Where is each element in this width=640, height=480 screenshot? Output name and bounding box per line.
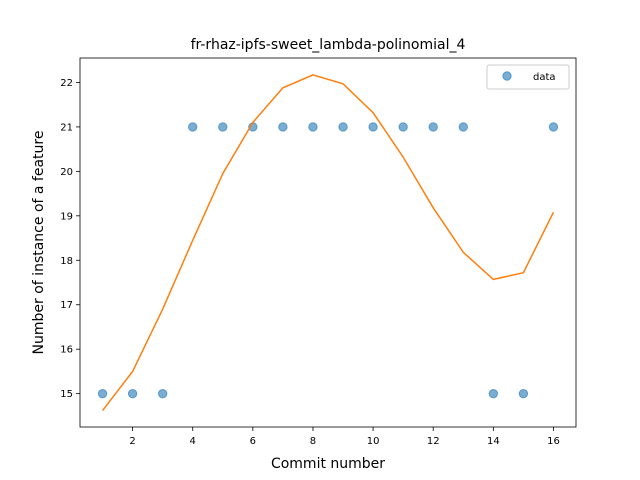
x-tick-label: 10 [367,436,380,447]
axes-frame [80,58,576,427]
y-tick-label: 16 [60,345,73,356]
data-point [309,123,317,131]
legend-box [487,65,569,89]
x-axis-label: Commit number [271,456,385,472]
data-point [549,123,557,131]
y-tick-label: 21 [60,122,73,133]
chart-title: fr-rhaz-ipfs-sweet_lambda-polinomial_4 [191,37,466,53]
y-tick-label: 17 [60,300,73,311]
x-tick-label: 4 [190,436,196,447]
data-point [369,123,377,131]
data-point [219,123,227,131]
data-point [98,389,106,397]
x-tick-label: 12 [427,436,440,447]
y-tick-label: 19 [60,211,73,222]
y-tick-label: 22 [60,78,73,89]
legend-label: data [533,72,556,83]
legend: data [487,65,569,89]
x-tick-label: 14 [487,436,500,447]
data-point [519,389,527,397]
data-point [459,123,467,131]
fit-line [103,75,554,411]
x-tick-label: 8 [310,436,316,447]
y-axis-label: Number of instance of a feature [31,131,47,355]
y-tick-label: 18 [60,256,73,267]
legend-marker [503,72,511,80]
data-point [128,389,136,397]
data-point [279,123,287,131]
data-point [189,123,197,131]
y-tick-label: 15 [60,389,73,400]
data-point [339,123,347,131]
data-point [158,389,166,397]
data-point [429,123,437,131]
y-tick-label: 20 [60,167,73,178]
data-point [489,389,497,397]
plot-area: 2 4 6 8 10 12 14 16 15 16 17 18 19 20 21 22 [60,58,576,447]
x-tick-label: 6 [250,436,256,447]
data-point [399,123,407,131]
x-tick-label: 2 [129,436,135,447]
x-tick-label: 16 [547,436,560,447]
